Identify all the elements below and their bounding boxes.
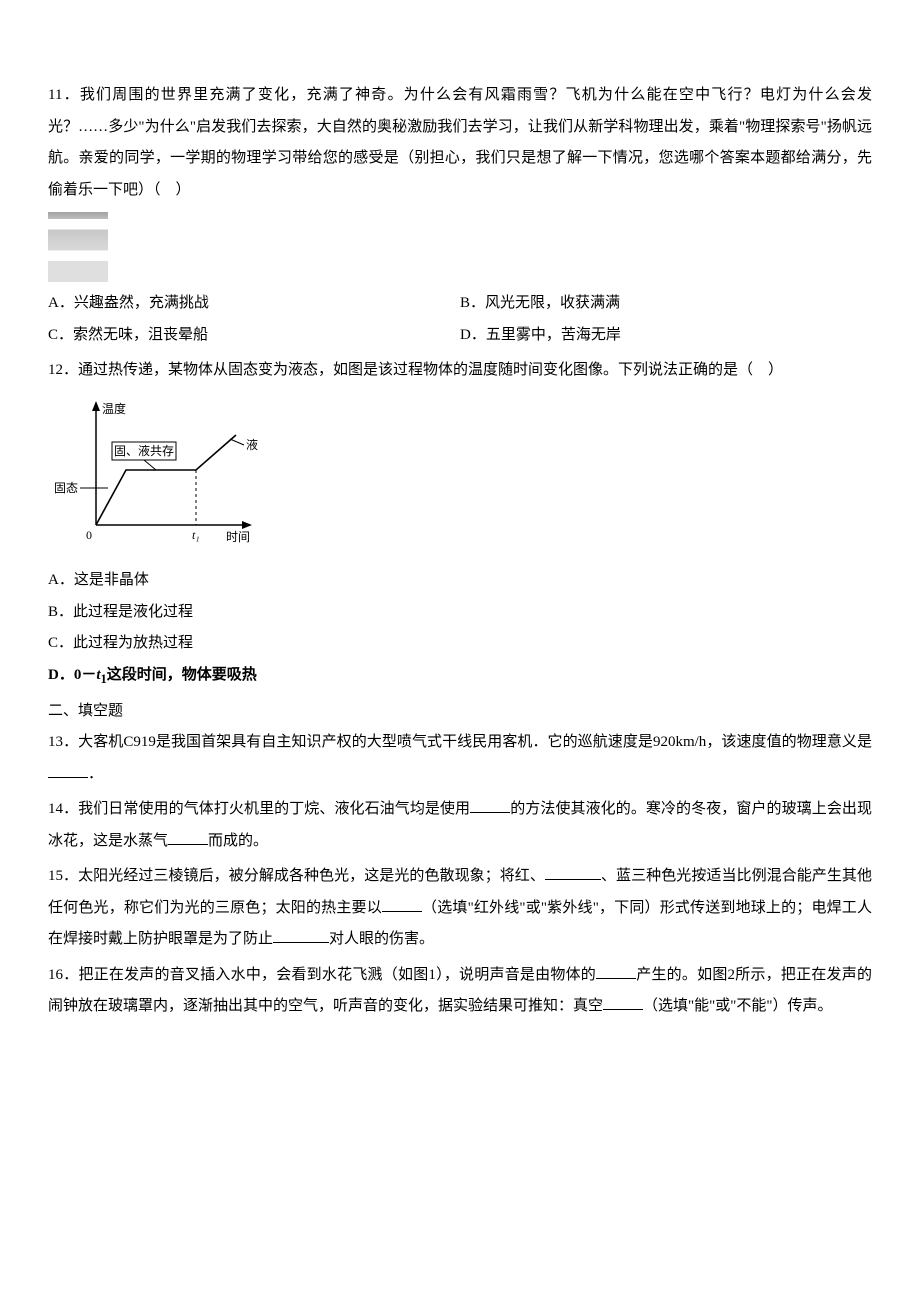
q11-decorative-image	[48, 212, 108, 282]
q15-text-d: 对人眼的伤害。	[329, 931, 434, 947]
q15-blank-2	[382, 897, 422, 912]
q13-number: 13．	[48, 734, 78, 750]
svg-text:t₁: t₁	[192, 528, 200, 542]
q16-blank-2	[603, 995, 643, 1010]
svg-text:固态: 固态	[54, 481, 78, 495]
section2-title: 二、填空题	[48, 696, 872, 728]
q12-number: 12．	[48, 362, 78, 378]
q12-d-prefix: D．0－	[48, 667, 96, 683]
q12-text: 12．通过热传递，某物体从固态变为液态，如图是该过程物体的温度随时间变化图像。下…	[48, 355, 872, 387]
question-14: 14．我们日常使用的气体打火机里的丁烷、液化石油气均是使用的方法使其液化的。寒冷…	[48, 794, 872, 857]
svg-text:固、液共存: 固、液共存	[114, 443, 174, 458]
question-11: 11．我们周围的世界里充满了变化，充满了神奇。为什么会有风霜雨雪？飞机为什么能在…	[48, 80, 872, 351]
question-13: 13．大客机C919是我国首架具有自主知识产权的大型喷气式干线民用客机．它的巡航…	[48, 727, 872, 790]
q15-blank-1	[545, 865, 601, 880]
q12-option-c: C．此过程为放热过程	[48, 628, 872, 660]
q11-option-a: A．兴趣盎然，充满挑战	[48, 288, 460, 320]
q12-temperature-graph: 固、液共存 液态固态 温度时间 0 t₁	[48, 397, 258, 547]
q12-graph: 固、液共存 液态固态 温度时间 0 t₁	[48, 397, 872, 560]
q13-text: 13．大客机C919是我国首架具有自主知识产权的大型喷气式干线民用客机．它的巡航…	[48, 727, 872, 790]
q14-text-c: 而成的。	[208, 833, 268, 849]
q15-number: 15．	[48, 868, 78, 884]
q16-text: 16．把正在发声的音叉插入水中，会看到水花飞溅（如图1），说明声音是由物体的产生…	[48, 960, 872, 1023]
q12-option-a: A．这是非晶体	[48, 565, 872, 597]
q14-blank-2	[168, 830, 208, 845]
q13-blank-1	[48, 763, 88, 778]
q12-option-b: B．此过程是液化过程	[48, 597, 872, 629]
q16-text-c: （选填"能"或"不能"）传声。	[643, 998, 833, 1014]
q14-blank-1	[470, 798, 510, 813]
q13-text-a: 大客机C919是我国首架具有自主知识产权的大型喷气式干线民用客机．它的巡航速度是…	[78, 734, 872, 750]
q11-option-c: C．索然无味，沮丧晕船	[48, 320, 460, 352]
q11-option-d: D．五里雾中，苦海无岸	[460, 320, 872, 352]
q12-body: 通过热传递，某物体从固态变为液态，如图是该过程物体的温度随时间变化图像。下列说法…	[78, 362, 783, 378]
q15-blank-3	[273, 928, 329, 943]
svg-text:液态: 液态	[246, 437, 258, 452]
q11-body: 我们周围的世界里充满了变化，充满了神奇。为什么会有风霜雨雪？飞机为什么能在空中飞…	[48, 87, 872, 198]
q11-options-row2: C．索然无味，沮丧晕船 D．五里雾中，苦海无岸	[48, 320, 872, 352]
q14-text: 14．我们日常使用的气体打火机里的丁烷、液化石油气均是使用的方法使其液化的。寒冷…	[48, 794, 872, 857]
question-15: 15．太阳光经过三棱镜后，被分解成各种色光，这是光的色散现象；将红、、蓝三种色光…	[48, 861, 872, 956]
q11-number: 11．	[48, 87, 80, 103]
q16-number: 16．	[48, 967, 78, 983]
question-12: 12．通过热传递，某物体从固态变为液态，如图是该过程物体的温度随时间变化图像。下…	[48, 355, 872, 692]
q11-options-row1: A．兴趣盎然，充满挑战 B．风光无限，收获满满	[48, 288, 872, 320]
q15-text-a: 太阳光经过三棱镜后，被分解成各种色光，这是光的色散现象；将红、	[78, 868, 545, 884]
svg-text:时间: 时间	[226, 530, 250, 544]
q15-text: 15．太阳光经过三棱镜后，被分解成各种色光，这是光的色散现象；将红、、蓝三种色光…	[48, 861, 872, 956]
question-16: 16．把正在发声的音叉插入水中，会看到水花飞溅（如图1），说明声音是由物体的产生…	[48, 960, 872, 1023]
q11-option-b: B．风光无限，收获满满	[460, 288, 872, 320]
q13-text-b: ．	[88, 766, 103, 782]
q14-number: 14．	[48, 801, 78, 817]
q12-option-d: D．0－t1这段时间，物体要吸热	[48, 660, 872, 692]
q12-d-suffix: 这段时间，物体要吸热	[107, 667, 257, 683]
q16-text-a: 把正在发声的音叉插入水中，会看到水花飞溅（如图1），说明声音是由物体的	[78, 967, 596, 983]
q11-text: 11．我们周围的世界里充满了变化，充满了神奇。为什么会有风霜雨雪？飞机为什么能在…	[48, 80, 872, 206]
svg-text:0: 0	[86, 528, 92, 542]
q16-blank-1	[596, 964, 636, 979]
q14-text-a: 我们日常使用的气体打火机里的丁烷、液化石油气均是使用	[78, 801, 470, 817]
svg-text:温度: 温度	[102, 401, 126, 416]
